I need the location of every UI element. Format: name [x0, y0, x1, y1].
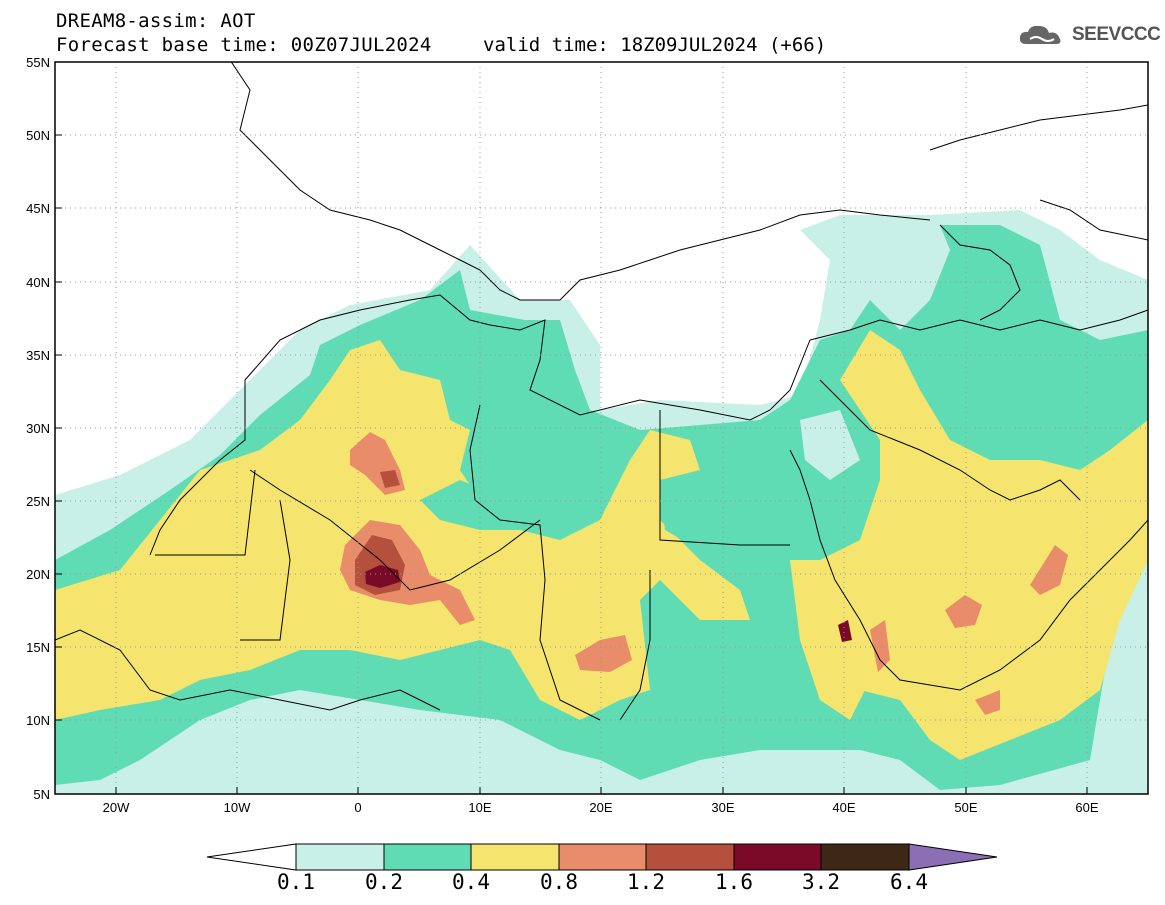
lat-label: 50N: [26, 128, 50, 143]
colorbar-cell: [733, 843, 822, 871]
aot-clean-patch-2: [660, 470, 760, 550]
colorbar-cell: [295, 843, 385, 871]
lat-label: 40N: [26, 275, 50, 290]
aot-band-1-2-b: [380, 470, 400, 488]
lon-label: 20E: [589, 800, 612, 815]
aot-clean-patch: [420, 480, 520, 530]
lat-label: 30N: [26, 421, 50, 436]
aot-band-0-8-d: [945, 595, 982, 628]
seevccc-logo: SEEVCCC: [1018, 22, 1161, 48]
colorbar-label: 0.4: [452, 870, 490, 894]
aot-band-0-8-g: [975, 690, 1000, 715]
aot-band-0-8-f: [870, 620, 890, 672]
colorbar: [206, 843, 998, 871]
colorbar-cell: [820, 843, 910, 871]
aot-band-0-4-arabia: [810, 330, 1148, 760]
axis-ticks: [55, 61, 1088, 795]
colorbar-cell: [383, 843, 472, 871]
colorbar-label: 1.2: [627, 870, 665, 894]
lon-label: 10W: [224, 800, 251, 815]
map-title: DREAM8-assim: AOT: [56, 10, 256, 32]
lat-label: 45N: [26, 201, 50, 216]
lat-label: 10N: [26, 713, 50, 728]
colorbar-label: 6.4: [890, 870, 928, 894]
coastlines: [55, 62, 1148, 721]
lat-label: 5N: [33, 787, 50, 802]
lat-label: 25N: [26, 494, 50, 509]
logo-text: SEEVCCC: [1072, 24, 1161, 45]
forecast-base-time: Forecast base time: 00Z07JUL2024: [56, 34, 432, 56]
colorbar-label: 0.1: [277, 870, 315, 894]
lon-label: 20W: [103, 800, 130, 815]
lon-label: 40E: [832, 800, 855, 815]
lat-label: 35N: [26, 348, 50, 363]
aot-band-0-8-e: [1030, 545, 1068, 595]
lon-label: 10E: [468, 800, 491, 815]
lon-label: 30E: [711, 800, 734, 815]
colorbar-label: 1.6: [715, 870, 753, 894]
lat-label: 15N: [26, 640, 50, 655]
colorbar-label: 0.8: [540, 870, 578, 894]
lon-label: 0: [354, 800, 361, 815]
aot-band-0-8-c: [575, 635, 632, 672]
colorbar-label: 3.2: [802, 870, 840, 894]
colorbar-cell: [470, 843, 560, 871]
cloud-logo-icon: [1019, 25, 1061, 44]
grid-lines: [55, 62, 1148, 794]
colorbar-high-arrow: [908, 843, 998, 871]
colorbar-low-arrow: [206, 843, 297, 871]
lat-label: 55N: [26, 55, 50, 70]
aot-band-0-4-nile: [790, 560, 870, 720]
valid-time: valid time: 18Z09JUL2024 (+66): [483, 34, 827, 56]
aot-band-1-6-b: [838, 620, 852, 642]
lon-label: 50E: [954, 800, 977, 815]
colorbar-cell: [558, 843, 647, 871]
lon-label: 60E: [1075, 800, 1098, 815]
lat-label: 20N: [26, 567, 50, 582]
colorbar-label: 0.2: [365, 870, 403, 894]
colorbar-cell: [645, 843, 735, 871]
